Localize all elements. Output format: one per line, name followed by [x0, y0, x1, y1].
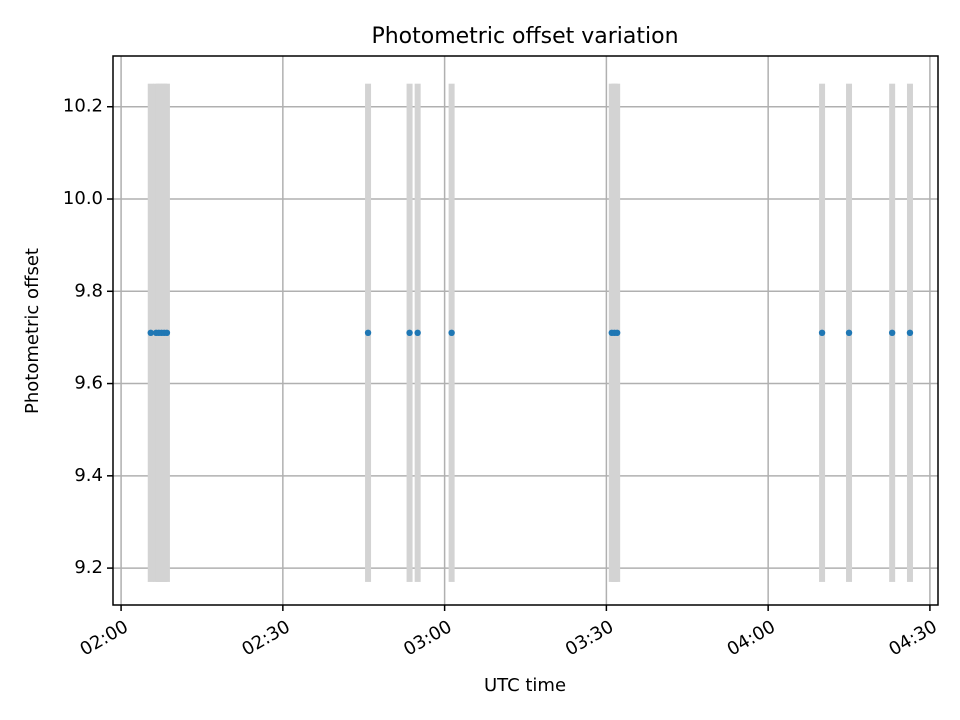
data-point [163, 329, 171, 337]
data-point [364, 329, 372, 337]
data-point [818, 329, 826, 337]
y-axis-label: Photometric offset [22, 248, 43, 414]
data-point [888, 329, 896, 337]
x-tick-label: 02:30 [238, 616, 293, 660]
x-tick-label: 04:00 [724, 616, 779, 660]
y-tick-label: 9.6 [74, 373, 103, 394]
x-tick-label: 03:30 [562, 616, 617, 660]
data-point [613, 329, 621, 337]
data-point [414, 329, 421, 337]
x-tick-label: 03:00 [400, 616, 455, 660]
data-point [147, 329, 154, 337]
x-tick-label: 02:00 [77, 616, 132, 660]
y-tick-label: 9.8 [74, 280, 103, 301]
x-axis-label: UTC time [484, 675, 566, 696]
y-tick-label: 10.2 [63, 96, 103, 117]
data-point [845, 329, 853, 337]
y-tick-label: 9.2 [74, 557, 103, 578]
y-tick-label: 9.4 [74, 465, 103, 486]
chart-title: Photometric offset variation [371, 24, 678, 49]
plot-frame [112, 55, 939, 606]
x-tick-label: 04:30 [885, 616, 940, 660]
data-point [448, 329, 455, 337]
data-point [906, 329, 914, 337]
data-point [406, 329, 413, 337]
y-tick-label: 10.0 [63, 188, 103, 209]
